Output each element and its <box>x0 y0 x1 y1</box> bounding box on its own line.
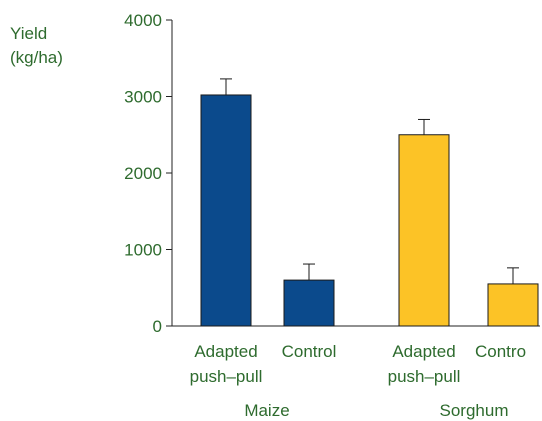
y-tick-label: 3000 <box>124 88 162 107</box>
x-axis-labels: Adapted push–pull Control Adapted push–pull C… <box>190 342 526 420</box>
group-label: Sorghum <box>440 401 509 420</box>
category-label-line2: push–pull <box>190 367 263 386</box>
bars <box>200 78 539 327</box>
y-axis-label-line2: (kg/ha) <box>10 48 63 67</box>
category-label: Contro <box>475 342 526 361</box>
y-tick-label: 1000 <box>124 241 162 260</box>
axes: 0 1000 2000 3000 4000 <box>124 11 540 336</box>
group-label: Maize <box>244 401 289 420</box>
y-axis-label-line1: Yield <box>10 24 47 43</box>
category-label: Adapted <box>194 342 257 361</box>
bar <box>487 283 539 327</box>
bar <box>398 134 450 327</box>
category-label: Adapted <box>392 342 455 361</box>
category-label: Control <box>282 342 337 361</box>
y-tick-label: 4000 <box>124 11 162 30</box>
category-label-line2: push–pull <box>388 367 461 386</box>
bar <box>200 94 252 327</box>
bar <box>283 279 335 327</box>
y-tick-label: 2000 <box>124 164 162 183</box>
y-tick-label: 0 <box>153 317 162 336</box>
